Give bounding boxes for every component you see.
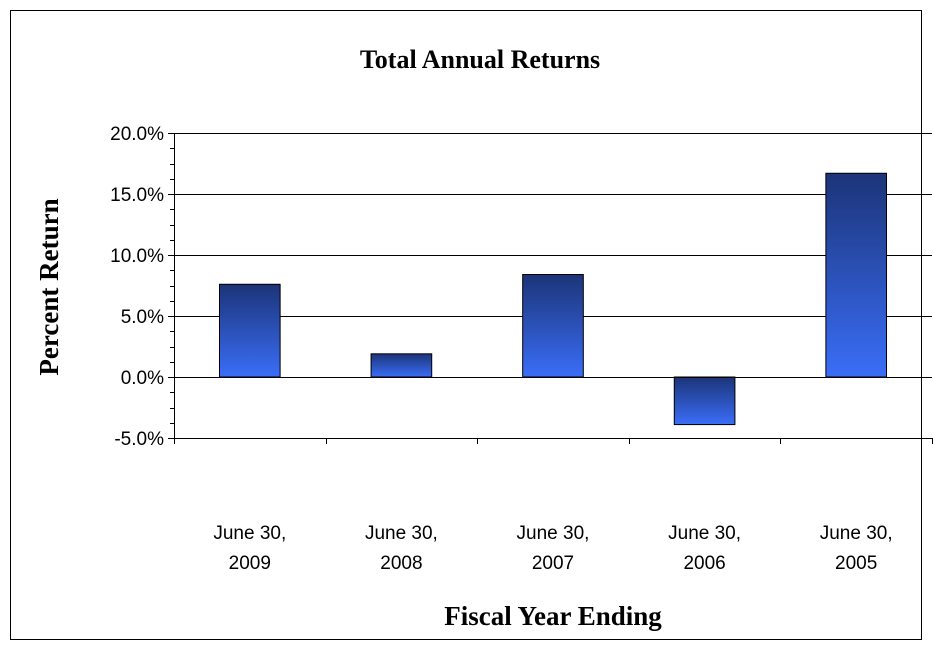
x-tick-label: June 30, 2009 <box>213 523 286 574</box>
bar <box>673 376 736 426</box>
x-tick-label-line: 2005 <box>835 553 877 574</box>
y-tick-label: -5.0% <box>114 429 164 450</box>
x-tick-label: June 30, 2007 <box>517 523 590 574</box>
x-tick-label-line: June 30, <box>668 523 741 544</box>
x-tick-label-line: June 30, <box>213 523 286 544</box>
x-tick-label-line: June 30, <box>365 523 438 544</box>
y-axis-title: Percent Return <box>34 198 64 375</box>
y-tick-label: 10.0% <box>110 246 164 267</box>
y-tick-label: 15.0% <box>110 185 164 206</box>
bar <box>825 172 888 378</box>
tick-labels: 20.0% 15.0% 10.0% 5.0% 0.0% -5.0% June 30, 2009… <box>110 124 893 574</box>
x-tick-label-line: 2009 <box>229 553 271 574</box>
chart-title: Total Annual Returns <box>360 45 600 74</box>
axes <box>168 133 933 444</box>
x-tick-label: June 30, 2006 <box>668 523 741 574</box>
bars <box>218 172 888 426</box>
chart-frame <box>10 10 922 640</box>
x-tick-label-line: 2008 <box>380 553 422 574</box>
x-tick-label: June 30, 2008 <box>365 523 438 574</box>
y-tick-label: 0.0% <box>121 368 164 389</box>
bar <box>522 274 584 378</box>
y-tick-label: 5.0% <box>121 307 164 328</box>
bar <box>370 353 433 378</box>
x-tick-label-line: 2007 <box>532 553 574 574</box>
x-axis-title: Fiscal Year Ending <box>444 601 662 631</box>
y-tick-label: 20.0% <box>110 124 164 145</box>
x-tick-label: June 30, 2005 <box>820 523 893 574</box>
bar <box>218 283 281 378</box>
x-tick-label-line: June 30, <box>517 523 590 544</box>
x-tick-label-line: June 30, <box>820 523 893 544</box>
x-tick-label-line: 2006 <box>683 553 725 574</box>
